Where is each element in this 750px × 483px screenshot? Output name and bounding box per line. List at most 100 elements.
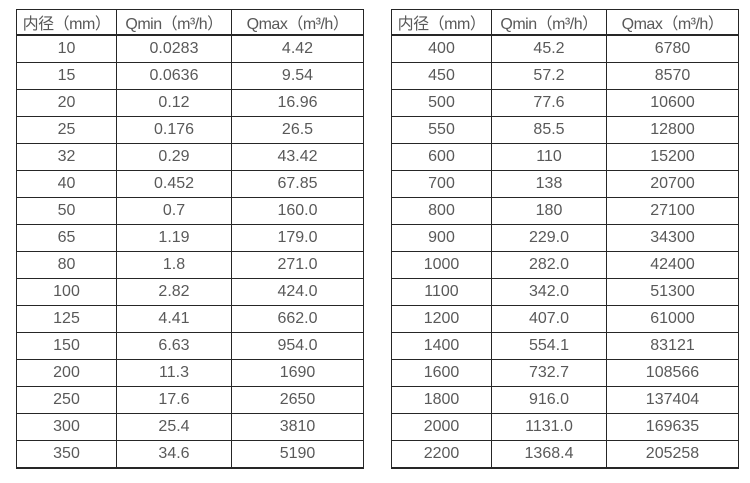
table-cell: 732.7 <box>491 359 607 387</box>
table-cell: 12800 <box>606 116 739 144</box>
table-cell: 6.63 <box>116 332 232 360</box>
table-cell: 17.6 <box>116 386 232 414</box>
table-cell: 916.0 <box>491 386 607 414</box>
table-row: 1600 732.7 108566 <box>391 359 739 387</box>
table-cell: 5190 <box>231 440 364 469</box>
table-cell: 700 <box>391 170 492 198</box>
table-cell: 424.0 <box>231 278 364 306</box>
table-row: 15 0.0636 9.54 <box>16 62 364 90</box>
header-row: 内径（mm） Qmin（m³/h） Qmax（m³/h） <box>391 9 739 36</box>
table-cell: 83121 <box>606 332 739 360</box>
column-header: Qmax（m³/h） <box>231 9 364 36</box>
table-cell: 110 <box>491 143 607 171</box>
table-cell: 180 <box>491 197 607 225</box>
table-cell: 0.452 <box>116 170 232 198</box>
table-cell: 25.4 <box>116 413 232 441</box>
table-cell: 2000 <box>391 413 492 441</box>
table-cell: 150 <box>16 332 117 360</box>
table-cell: 67.85 <box>231 170 364 198</box>
table-cell: 250 <box>16 386 117 414</box>
spec-table-large-diameters: 内径（mm） Qmin（m³/h） Qmax（m³/h） 400 45.2 6780 45… <box>391 9 739 469</box>
table-cell: 42400 <box>606 251 739 279</box>
table-cell: 108566 <box>606 359 739 387</box>
table-cell: 10600 <box>606 89 739 117</box>
table-row: 80 1.8 271.0 <box>16 251 364 279</box>
table-cell: 169635 <box>606 413 739 441</box>
table-row: 800 180 27100 <box>391 197 739 225</box>
table-cell: 2.82 <box>116 278 232 306</box>
table-row: 450 57.2 8570 <box>391 62 739 90</box>
table-cell: 1100 <box>391 278 492 306</box>
table-row: 25 0.176 26.5 <box>16 116 364 144</box>
column-header: 内径（mm） <box>16 9 117 36</box>
table-row: 32 0.29 43.42 <box>16 143 364 171</box>
table-cell: 27100 <box>606 197 739 225</box>
table-row: 65 1.19 179.0 <box>16 224 364 252</box>
column-header: Qmax（m³/h） <box>606 9 739 36</box>
spec-table-small-diameters: 内径（mm） Qmin（m³/h） Qmax（m³/h） 10 0.0283 4.42 1… <box>16 9 364 469</box>
table-row: 400 45.2 6780 <box>391 34 739 63</box>
table-cell: 954.0 <box>231 332 364 360</box>
table-cell: 229.0 <box>491 224 607 252</box>
table-cell: 160.0 <box>231 197 364 225</box>
table-row: 200 11.3 1690 <box>16 359 364 387</box>
table-cell: 50 <box>16 197 117 225</box>
table-cell: 1600 <box>391 359 492 387</box>
table-cell: 32 <box>16 143 117 171</box>
table-row: 1800 916.0 137404 <box>391 386 739 414</box>
table-cell: 0.7 <box>116 197 232 225</box>
table-cell: 1690 <box>231 359 364 387</box>
table-row: 150 6.63 954.0 <box>16 332 364 360</box>
table-cell: 1368.4 <box>491 440 607 469</box>
table-cell: 282.0 <box>491 251 607 279</box>
table-row: 300 25.4 3810 <box>16 413 364 441</box>
table-row: 2000 1131.0 169635 <box>391 413 739 441</box>
table-cell: 500 <box>391 89 492 117</box>
table-cell: 11.3 <box>116 359 232 387</box>
table-cell: 407.0 <box>491 305 607 333</box>
table-row: 50 0.7 160.0 <box>16 197 364 225</box>
table-cell: 16.96 <box>231 89 364 117</box>
table-cell: 1200 <box>391 305 492 333</box>
table-cell: 0.29 <box>116 143 232 171</box>
table-row: 500 77.6 10600 <box>391 89 739 117</box>
table-cell: 65 <box>16 224 117 252</box>
table-row: 40 0.452 67.85 <box>16 170 364 198</box>
table-row: 2200 1368.4 205258 <box>391 440 739 469</box>
table-row: 10 0.0283 4.42 <box>16 34 364 63</box>
column-header: 内径（mm） <box>391 9 492 36</box>
table-row: 900 229.0 34300 <box>391 224 739 252</box>
table-cell: 662.0 <box>231 305 364 333</box>
table-cell: 138 <box>491 170 607 198</box>
table-cell: 45.2 <box>491 34 607 63</box>
table-cell: 10 <box>16 34 117 63</box>
table-cell: 4.42 <box>231 34 364 63</box>
table-cell: 43.42 <box>231 143 364 171</box>
table-cell: 4.41 <box>116 305 232 333</box>
flow-spec-tables-container: 内径（mm） Qmin（m³/h） Qmax（m³/h） 10 0.0283 4.42 1… <box>16 9 739 469</box>
table-cell: 57.2 <box>491 62 607 90</box>
table-row: 1100 342.0 51300 <box>391 278 739 306</box>
table-cell: 1400 <box>391 332 492 360</box>
table-cell: 1800 <box>391 386 492 414</box>
column-header: Qmin（m³/h） <box>116 9 232 36</box>
table-cell: 450 <box>391 62 492 90</box>
table-cell: 350 <box>16 440 117 469</box>
table-row: 100 2.82 424.0 <box>16 278 364 306</box>
table-row: 350 34.6 5190 <box>16 440 364 469</box>
table-cell: 179.0 <box>231 224 364 252</box>
table-row: 1400 554.1 83121 <box>391 332 739 360</box>
table-cell: 0.0636 <box>116 62 232 90</box>
table-cell: 0.176 <box>116 116 232 144</box>
header-row: 内径（mm） Qmin（m³/h） Qmax（m³/h） <box>16 9 364 36</box>
table-cell: 1.19 <box>116 224 232 252</box>
table-row: 1200 407.0 61000 <box>391 305 739 333</box>
table-cell: 900 <box>391 224 492 252</box>
table-cell: 0.12 <box>116 89 232 117</box>
table-cell: 800 <box>391 197 492 225</box>
table-cell: 100 <box>16 278 117 306</box>
table-cell: 1000 <box>391 251 492 279</box>
table-row: 20 0.12 16.96 <box>16 89 364 117</box>
table-cell: 200 <box>16 359 117 387</box>
table-row: 125 4.41 662.0 <box>16 305 364 333</box>
